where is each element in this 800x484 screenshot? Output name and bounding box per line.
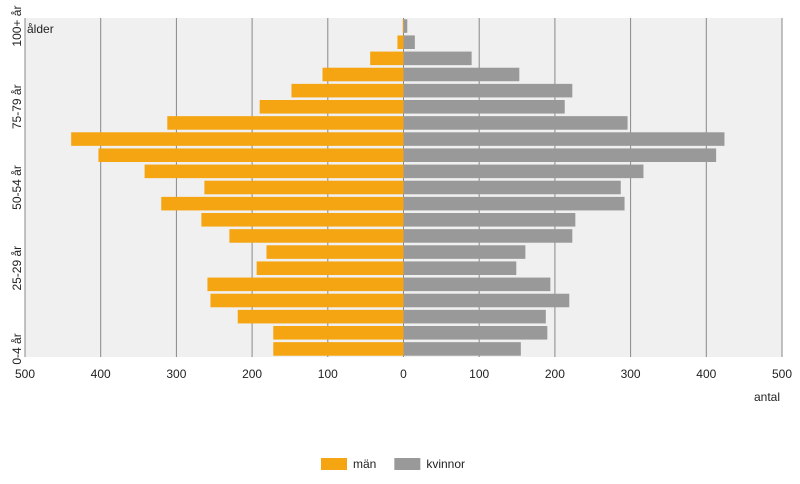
bar xyxy=(210,293,404,308)
legend-swatch xyxy=(394,458,421,470)
bar xyxy=(403,196,625,211)
bar xyxy=(207,277,404,292)
bar xyxy=(403,100,565,114)
y-tick-label: 50-54 år xyxy=(10,165,24,210)
bar xyxy=(167,116,404,130)
bar xyxy=(204,180,404,195)
bar xyxy=(397,35,404,49)
y-tick-label: 0-4 år xyxy=(10,333,24,364)
bar xyxy=(403,180,621,195)
bar xyxy=(403,67,520,82)
bar xyxy=(403,148,717,162)
x-tick-label: 500 xyxy=(15,367,35,381)
bar xyxy=(291,83,404,98)
bar xyxy=(266,245,404,259)
bar xyxy=(273,342,404,356)
bar xyxy=(402,19,404,33)
bar xyxy=(403,326,548,340)
bar xyxy=(403,51,472,66)
bar xyxy=(144,164,404,179)
bar xyxy=(403,19,408,33)
x-tick-label: 300 xyxy=(166,367,186,381)
bar xyxy=(403,277,551,292)
y-axis-label: ålder xyxy=(27,22,54,36)
x-tick-label: 500 xyxy=(772,367,792,381)
x-tick-label: 300 xyxy=(621,367,641,381)
bar xyxy=(322,67,404,82)
bar xyxy=(403,309,546,324)
bar xyxy=(370,51,404,66)
bar xyxy=(403,83,573,98)
bar xyxy=(259,100,404,114)
legend-swatch xyxy=(321,458,347,470)
bar xyxy=(403,164,644,179)
x-tick-label: 200 xyxy=(545,367,565,381)
bar xyxy=(201,213,404,227)
x-tick-label: 400 xyxy=(696,367,716,381)
bar xyxy=(403,213,576,227)
y-tick-label: 100+ år xyxy=(10,6,24,47)
y-tick-label: 75-79 år xyxy=(10,84,24,129)
bar xyxy=(256,261,404,275)
bar xyxy=(273,326,404,340)
bar xyxy=(229,229,404,243)
bar xyxy=(98,148,404,162)
bar xyxy=(403,229,573,243)
legend-label: kvinnor xyxy=(426,457,465,471)
bar xyxy=(161,196,404,211)
x-tick-label: 100 xyxy=(318,367,338,381)
x-tick-label: 400 xyxy=(91,367,111,381)
x-axis-label: antal xyxy=(754,390,780,404)
bar xyxy=(71,132,404,146)
bar xyxy=(403,132,725,146)
bar xyxy=(237,309,404,324)
bar xyxy=(403,116,628,130)
y-tick-label: 25-29 år xyxy=(10,246,24,291)
legend-label: män xyxy=(353,457,376,471)
x-tick-label: 100 xyxy=(469,367,489,381)
bar xyxy=(403,293,570,308)
x-tick-label: 200 xyxy=(242,367,262,381)
bar xyxy=(403,245,526,259)
bar xyxy=(403,261,517,275)
x-tick-label: 0 xyxy=(400,367,407,381)
bar xyxy=(403,35,415,49)
bar xyxy=(403,342,521,356)
